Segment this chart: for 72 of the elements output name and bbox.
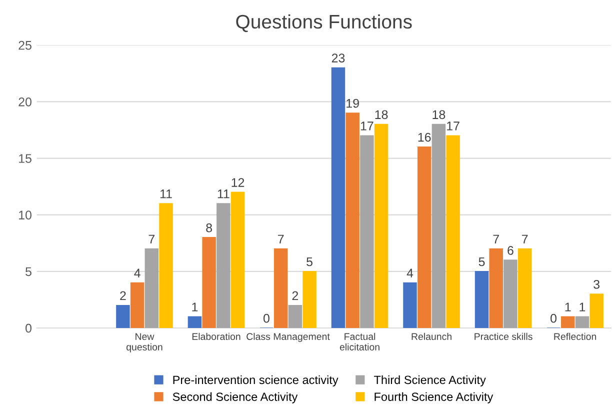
bar	[331, 67, 346, 328]
bar	[474, 271, 489, 328]
y-tick-label: 25	[18, 40, 32, 50]
data-label: 17	[360, 122, 374, 130]
x-tick-label: New question	[126, 333, 162, 352]
legend-label: Third Science Activity	[374, 375, 486, 386]
bar	[302, 271, 316, 328]
data-label: 12	[232, 178, 244, 187]
bar	[288, 304, 302, 328]
x-tick-label: Relaunch	[412, 332, 452, 340]
legend-label: Fourth Science Activity	[374, 392, 494, 404]
bar	[432, 124, 446, 328]
bar	[374, 124, 388, 328]
data-label: 2	[120, 291, 126, 300]
data-label: 1	[192, 302, 198, 312]
bar	[446, 135, 460, 328]
data-label: 8	[206, 223, 212, 232]
data-label: 6	[508, 246, 514, 255]
data-label: 7	[522, 234, 528, 244]
legend-label: Pre-intervention science activity	[173, 375, 338, 386]
x-tick-label: Reflection	[554, 332, 596, 340]
y-tick-label: 15	[19, 154, 32, 163]
bar	[403, 282, 417, 328]
bar	[360, 135, 374, 328]
bar	[274, 248, 288, 328]
data-label: 2	[292, 291, 298, 300]
legend-label: Second Science Activity	[172, 392, 298, 404]
data-label: 1	[565, 302, 571, 312]
bar	[489, 248, 503, 328]
bar	[216, 203, 230, 328]
data-label: 18	[432, 110, 446, 120]
data-label: 11	[218, 190, 230, 198]
x-tick-label: Class Management	[246, 332, 330, 342]
x-tick-label: Practice skills	[474, 332, 532, 340]
data-label: 7	[278, 234, 284, 244]
data-label: 7	[148, 234, 155, 244]
y-tick-label: 20	[18, 97, 32, 106]
bar	[417, 146, 432, 328]
bar	[116, 304, 130, 328]
bar	[346, 112, 360, 328]
y-tick-label: 5	[26, 267, 32, 276]
bar	[504, 260, 518, 328]
bar	[560, 316, 575, 328]
bar	[230, 192, 245, 328]
bar	[144, 248, 159, 328]
bar	[518, 248, 532, 328]
data-label: 17	[447, 122, 460, 130]
x-tick-label: Factual elicitation	[340, 332, 380, 350]
data-label: 11	[160, 190, 172, 198]
bar	[590, 294, 604, 328]
y-tick-label: 0	[26, 324, 32, 333]
data-label: 18	[375, 110, 388, 120]
bar	[159, 203, 173, 328]
data-label: 3	[594, 280, 600, 289]
data-label: 5	[306, 257, 312, 266]
data-label: 4	[134, 268, 140, 278]
data-label: 0	[263, 314, 270, 323]
data-label: 4	[406, 268, 414, 278]
bar	[188, 316, 202, 328]
data-label: 5	[478, 257, 485, 266]
data-label: 1	[580, 302, 586, 312]
data-label: 7	[493, 234, 499, 244]
y-tick-label: 10	[19, 210, 32, 220]
bar	[130, 282, 144, 328]
data-label: 16	[418, 132, 431, 142]
data-label: 23	[332, 54, 345, 62]
bar	[202, 237, 216, 328]
x-tick-label: Elaboration	[192, 332, 240, 340]
chart-title: Questions Functions	[236, 14, 412, 32]
data-label: 19	[346, 98, 359, 108]
data-label: 0	[550, 314, 557, 323]
bar	[575, 316, 590, 328]
